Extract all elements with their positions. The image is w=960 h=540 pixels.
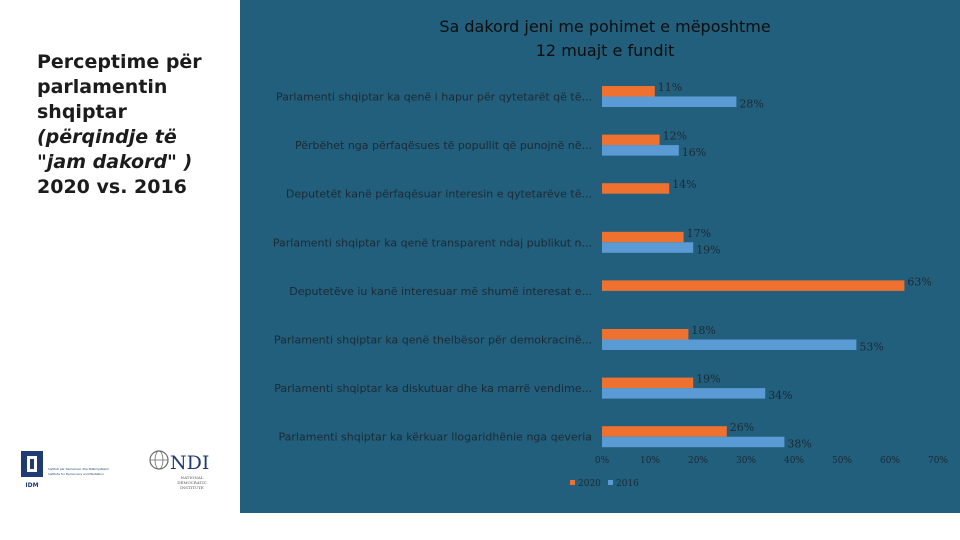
idm-emblem-core (30, 459, 34, 469)
ndi-name: DEMOCRATIC (177, 480, 207, 485)
legend-label: 2020 (578, 479, 601, 489)
data-label-2016: 53% (859, 341, 883, 354)
data-label-2020: 14% (672, 178, 696, 191)
legend-swatch (608, 480, 613, 485)
legend-swatch (570, 480, 575, 485)
x-tick-label: 40% (784, 456, 804, 466)
data-label-2016: 16% (682, 146, 706, 159)
data-label-2020: 11% (658, 81, 682, 94)
data-label-2020: 19% (696, 373, 720, 386)
x-tick-label: 30% (736, 456, 756, 466)
slide-heading: Perceptime për parlamentin shqiptar (për… (37, 50, 233, 200)
plot-area: Parlamenti shqiptar ka qenë i hapur për … (273, 81, 949, 489)
bar-2016 (602, 96, 737, 107)
partner-logos: IDM Instituti për Demokraci dhe Ndërmjet… (21, 450, 209, 490)
heading-line: Perceptime për (37, 51, 202, 73)
bar-2020 (602, 280, 905, 291)
data-label-2020: 63% (907, 275, 931, 288)
chart-panel: Sa dakord jeni me pohimet e mëposhtme 12… (240, 0, 960, 513)
ndi-name: NATIONAL (181, 475, 204, 480)
x-tick-label: 0% (595, 456, 610, 466)
heading-line: 2020 vs. 2016 (37, 176, 187, 198)
data-label-2020: 18% (691, 324, 715, 337)
bar-2020 (602, 426, 727, 437)
x-tick-label: 50% (832, 456, 852, 466)
ndi-mark: NDI (170, 452, 209, 474)
heading-line: (përqindje të (37, 126, 177, 148)
data-label-2020: 26% (730, 421, 754, 434)
idm-mark: IDM (25, 482, 38, 489)
bar-2016 (602, 339, 857, 350)
category-label: Parlamenti shqiptar ka qenë transparent … (273, 236, 592, 249)
category-label: Parlamenti shqiptar ka qenë i hapur për … (276, 91, 592, 104)
heading-line: "jam dakord" ) (37, 151, 193, 173)
bar-2020 (602, 377, 694, 389)
data-label-2016: 38% (787, 438, 811, 451)
ndi-name: INSTITUTE (180, 485, 204, 490)
chart-title-line: 12 muajt e fundit (536, 41, 675, 60)
category-label: Parlamenti shqiptar ka qenë thelbësor pë… (274, 334, 592, 347)
bar-2016 (602, 436, 785, 448)
x-tick-label: 10% (640, 456, 660, 466)
bar-2020 (602, 329, 689, 340)
side-panel: Perceptime për parlamentin shqiptar (për… (0, 0, 240, 540)
category-label: Deputetët kanë përfaqësuar interesin e q… (286, 188, 592, 201)
heading-line: shqiptar (37, 101, 127, 123)
category-label: Parlamenti shqiptar ka kërkuar llogaridh… (279, 431, 592, 444)
bar-2016 (602, 388, 766, 399)
heading-line: parlamentin (37, 76, 168, 98)
data-label-2020: 17% (687, 227, 711, 240)
data-label-2016: 34% (768, 389, 792, 402)
bar-2016 (602, 242, 694, 253)
category-label: Deputetëve iu kanë interesuar më shumë i… (289, 285, 592, 298)
category-label: Parlamenti shqiptar ka diskutuar dhe ka … (274, 382, 592, 395)
idm-logo: IDM Instituti për Demokraci dhe Ndërmjet… (21, 451, 109, 489)
bar-chart: Sa dakord jeni me pohimet e mëposhtme 12… (273, 17, 949, 489)
data-label-2016: 19% (696, 243, 720, 256)
bar-2020 (602, 86, 655, 97)
x-tick-label: 20% (688, 456, 708, 466)
chart-title-line: Sa dakord jeni me pohimet e mëposhtme (439, 17, 770, 36)
ndi-logo: NDI NATIONAL DEMOCRATIC INSTITUTE (149, 450, 209, 490)
bar-2020 (602, 134, 660, 146)
data-label-2016: 28% (739, 98, 763, 111)
idm-name: Institute for Democracy and Mediation (48, 472, 104, 476)
idm-name: Instituti për Demokraci dhe Ndërmjetësim (48, 467, 109, 471)
bar-2020 (602, 183, 670, 194)
x-tick-label: 60% (880, 456, 900, 466)
legend-label: 2016 (616, 479, 639, 489)
bar-2020 (602, 231, 684, 243)
bar-2016 (602, 145, 679, 156)
x-tick-label: 70% (928, 456, 948, 466)
data-label-2020: 12% (663, 130, 687, 143)
category-label: Përbëhet nga përfaqësues të popullit që … (295, 139, 592, 152)
